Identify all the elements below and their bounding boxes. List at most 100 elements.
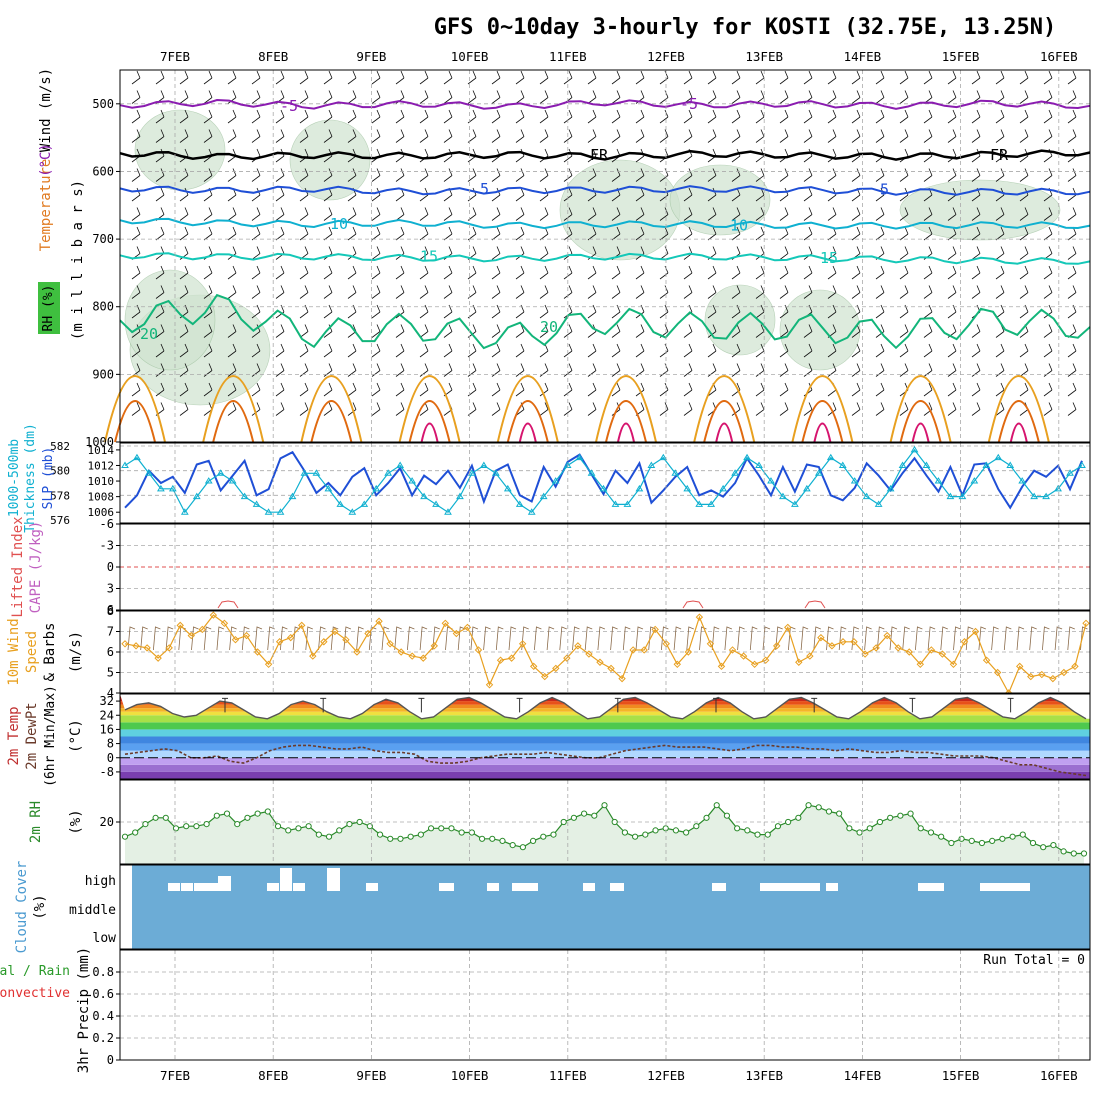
wind-barb — [1067, 168, 1077, 182]
wind-barb — [683, 265, 693, 280]
wind-barb — [1019, 304, 1029, 319]
wind-barb — [995, 363, 1005, 377]
wind-barb — [659, 285, 669, 299]
wind-barb — [563, 402, 573, 416]
y-tick-label: 7 — [107, 625, 114, 639]
slp-point — [348, 508, 357, 515]
wind-speed-point — [574, 642, 582, 650]
wind-barb — [131, 90, 141, 104]
precip-legend-convective: Convective — [0, 986, 70, 1001]
slp-point — [623, 500, 632, 507]
wind-speed-point — [198, 625, 207, 634]
wind-barb — [635, 343, 645, 358]
wind-barb — [179, 168, 189, 182]
rh-point — [1029, 839, 1037, 847]
wind-barb — [443, 324, 453, 338]
wind-barb — [1067, 382, 1077, 397]
wind-barb — [275, 129, 285, 143]
rh-point — [468, 829, 475, 836]
wind-barb — [419, 148, 429, 163]
rh-point — [274, 823, 282, 830]
wind-barb — [539, 265, 549, 280]
y-tick-label: 0.6 — [92, 987, 114, 1001]
wind-barb — [1019, 70, 1029, 85]
cloud-high-bar — [918, 883, 944, 891]
y-tick-label: 800 — [92, 300, 114, 314]
slp-point — [312, 469, 321, 476]
slp-point — [336, 500, 345, 507]
wind-barb — [635, 90, 645, 104]
wind-barb — [323, 363, 333, 377]
wind-barb — [755, 324, 765, 338]
wind-barb — [515, 285, 525, 299]
wind-speed-point — [828, 642, 836, 650]
wind-barb — [443, 129, 453, 143]
wind-barb — [275, 324, 285, 338]
wind-barb — [707, 285, 717, 299]
wind-barb — [227, 207, 237, 221]
warm-contour — [310, 400, 353, 443]
wind-barb — [683, 343, 693, 358]
wind-barb — [1043, 363, 1053, 377]
ylabel-precip: 3hr Precip (mm) — [76, 947, 92, 1073]
isotherm-FR — [119, 149, 1091, 161]
isotherm-15 — [119, 252, 1091, 265]
wind-barb — [491, 207, 501, 221]
temp2m-frame — [119, 693, 1091, 780]
wind-barb — [155, 343, 165, 358]
y-tick-label: 3 — [107, 582, 114, 596]
y-tick-label: 0.2 — [92, 1031, 114, 1045]
wind-barb — [635, 304, 645, 319]
wind-barb — [347, 304, 357, 319]
wind-barb — [899, 363, 909, 377]
wind-barb-10m — [470, 626, 479, 651]
wind-barb — [923, 363, 933, 377]
wind-barb — [1019, 226, 1029, 241]
wind-speed-point — [419, 654, 427, 662]
date-label-bottom: 15FEB — [942, 1068, 980, 1083]
wind-barb — [179, 343, 189, 358]
wind-barb — [395, 129, 405, 143]
wind-barb — [347, 363, 357, 377]
y-tick-label: 0 — [107, 560, 114, 574]
temp-max-bar — [222, 697, 228, 713]
wind-barb — [923, 382, 933, 397]
chart-title: GFS 0~10day 3-hourly for KOSTI (32.75E, … — [434, 15, 1057, 40]
wind-barb — [851, 109, 861, 124]
wind-barb — [851, 226, 861, 241]
wind-barb — [587, 285, 597, 299]
wind-barb — [995, 402, 1005, 416]
wind-barb — [275, 265, 285, 280]
date-label-top: 14FEB — [844, 49, 882, 64]
wind-barb — [1067, 285, 1077, 299]
wind-barb — [755, 207, 765, 221]
wind-barb — [731, 265, 741, 280]
wind-barb — [251, 90, 261, 104]
wind-barb — [779, 148, 789, 163]
rh-point — [652, 827, 659, 834]
isotherm-label: -5 — [280, 97, 298, 115]
wind-barb-10m — [927, 626, 936, 651]
wind-barb — [659, 207, 669, 221]
wind-barb — [347, 402, 357, 416]
slp-point — [204, 477, 213, 484]
wind-barb — [1043, 168, 1053, 182]
wind-barb — [923, 90, 933, 104]
wind-barb — [1067, 90, 1077, 104]
wind-barb-10m — [407, 626, 415, 651]
wind-barb — [491, 265, 501, 280]
isotherm-label: 10 — [730, 217, 748, 235]
rh-point — [254, 810, 261, 817]
wind-barb — [371, 148, 381, 163]
wind-barb — [971, 129, 981, 143]
wind-barb — [323, 129, 333, 143]
rh-point — [764, 831, 771, 838]
warm-contour — [300, 375, 363, 443]
wind-barb — [1043, 343, 1053, 358]
wind-barb — [251, 70, 261, 85]
cloud-high-tall-bar — [280, 868, 292, 891]
wind-barb — [971, 109, 981, 124]
wind-barb — [923, 265, 933, 280]
rh-point — [234, 821, 241, 828]
wind-speed-point — [309, 652, 317, 660]
